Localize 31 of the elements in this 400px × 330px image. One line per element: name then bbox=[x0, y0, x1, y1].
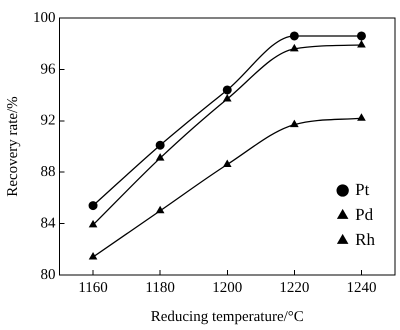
point bbox=[357, 40, 366, 48]
y-tick-label: 84 bbox=[40, 216, 56, 232]
x-axis-title: Reducing temperature/°C bbox=[150, 308, 304, 325]
point bbox=[156, 154, 164, 161]
x-tick-label: 1200 bbox=[212, 280, 242, 296]
point bbox=[89, 252, 98, 260]
point bbox=[290, 120, 298, 128]
y-tick-label: 80 bbox=[40, 266, 56, 283]
point bbox=[156, 206, 164, 214]
y-tick-label: 100 bbox=[33, 10, 56, 26]
point bbox=[89, 220, 98, 228]
x-tick-label: 1180 bbox=[145, 280, 175, 296]
point bbox=[357, 114, 366, 121]
x-tick-label: 1220 bbox=[279, 280, 310, 296]
point bbox=[88, 201, 98, 210]
x-tick-label: 1160 bbox=[78, 280, 108, 296]
y-tick-label: 96 bbox=[40, 61, 56, 78]
point bbox=[223, 160, 232, 167]
legend-label: Pt bbox=[355, 180, 370, 199]
point bbox=[290, 44, 298, 52]
point bbox=[156, 140, 165, 150]
y-tick-label: 92 bbox=[40, 112, 56, 129]
y-tick-label: 88 bbox=[40, 164, 56, 180]
point bbox=[356, 31, 366, 40]
point bbox=[290, 31, 299, 40]
x-tick-label: 1240 bbox=[346, 280, 376, 296]
point bbox=[223, 94, 232, 102]
legend-label: Rh bbox=[355, 230, 376, 249]
point bbox=[222, 85, 232, 94]
y-axis-title: Recovery rate/% bbox=[4, 96, 21, 197]
legend-label: Pd bbox=[355, 204, 374, 224]
